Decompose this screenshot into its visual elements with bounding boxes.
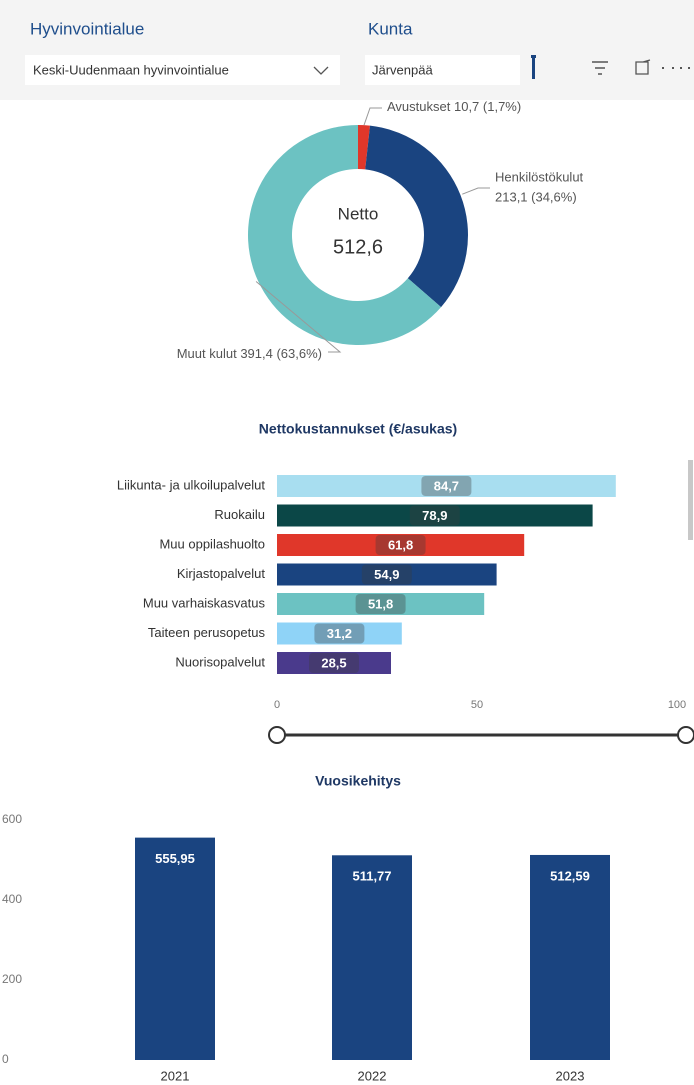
filter-label: Hyvinvointialue [30, 19, 144, 38]
data-label: 84,7 [434, 478, 459, 493]
x-tick-label: 0 [274, 699, 280, 711]
visual-toolbar [531, 55, 690, 79]
data-label: 61,8 [388, 537, 413, 552]
y-tick-label: 400 [2, 892, 22, 906]
donut-slice [365, 125, 469, 308]
bar [135, 837, 215, 1060]
y-tick-label: 600 [2, 812, 22, 826]
info-icon[interactable] [532, 57, 535, 79]
category-label: Kirjastopalvelut [177, 566, 266, 581]
bar [277, 475, 616, 497]
dropdown-value: Keski-Uudenmaan hyvinvointialue [33, 62, 229, 77]
leader-line [363, 107, 382, 126]
leader-line [462, 187, 490, 195]
slice-label: Muut kulut 391,4 (63,6%) [177, 346, 322, 361]
data-label-box [375, 535, 426, 555]
x-tick-label: 2021 [161, 1068, 190, 1083]
slice-value-label: 10,7 (1,7%) [454, 99, 521, 114]
chevron [313, 66, 329, 75]
x-tick-label: 2022 [358, 1068, 387, 1083]
dropdown[interactable] [365, 55, 520, 85]
category-label: Liikunta- ja ulkoilupalvelut [117, 477, 266, 492]
center-value: 512,6 [333, 236, 383, 258]
category-label: Taiteen perusopetus [148, 625, 266, 640]
data-label: 28,5 [321, 655, 346, 670]
dropdown-value: Järvenpää [372, 62, 433, 77]
bar [277, 652, 391, 674]
data-label: 511,77 [352, 869, 391, 884]
focus-icon[interactable] [635, 59, 651, 75]
bar [332, 855, 412, 1060]
data-label-box [361, 564, 412, 585]
y-tick-label: 200 [2, 972, 22, 986]
filter-icon[interactable] [592, 61, 608, 75]
center-label: Netto [338, 204, 379, 223]
data-label: 31,2 [327, 626, 352, 641]
x-tick-label: 100 [668, 699, 686, 711]
data-label: 54,9 [374, 567, 399, 582]
category-label: Nuorisopalvelut [175, 654, 265, 669]
category-label: Muu varhaiskasvatus [143, 595, 266, 610]
slice-label: Avustukset 10,7 (1,7%) [387, 99, 521, 114]
data-label-box [355, 594, 406, 614]
slice-category: Muut kulut [177, 346, 237, 361]
slice-value-label: 213,1 (34,6%) [495, 189, 577, 204]
bar [277, 563, 497, 586]
scrollbar[interactable] [688, 460, 693, 540]
filter-label: Kunta [368, 19, 413, 38]
donut-slice [247, 125, 442, 345]
data-label: 78,9 [422, 508, 447, 523]
data-label-box [409, 505, 460, 526]
data-label-box [421, 476, 472, 496]
donut-slice [358, 125, 370, 170]
dropdown[interactable] [25, 55, 340, 85]
bar [530, 854, 610, 1060]
slice-category: Avustukset [387, 99, 451, 114]
chart-title: Nettokustannukset (€/asukas) [259, 421, 457, 437]
data-label-box [309, 653, 359, 673]
x-tick-label: 2023 [556, 1068, 585, 1083]
bar [277, 534, 525, 556]
bar [277, 622, 402, 645]
leader-line [255, 281, 342, 353]
data-label: 512,59 [550, 868, 590, 883]
chart-title: Vuosikehitys [315, 773, 401, 789]
y-tick-label: 0 [2, 1052, 9, 1066]
slider-handle[interactable] [268, 726, 286, 744]
category-label: Ruokailu [214, 507, 265, 522]
slider-handle[interactable] [677, 726, 694, 744]
slice-value-label: 391,4 (63,6%) [240, 346, 322, 361]
slice-label: Henkilöstökulut [495, 169, 584, 184]
data-label-box [314, 623, 365, 644]
bar [277, 593, 485, 615]
data-label: 51,8 [368, 596, 393, 611]
bar [277, 504, 593, 527]
category-label: Muu oppilashuolto [159, 536, 265, 551]
info-icon-dot [531, 55, 536, 58]
data-label: 555,95 [155, 851, 195, 866]
x-tick-label: 50 [471, 699, 483, 711]
